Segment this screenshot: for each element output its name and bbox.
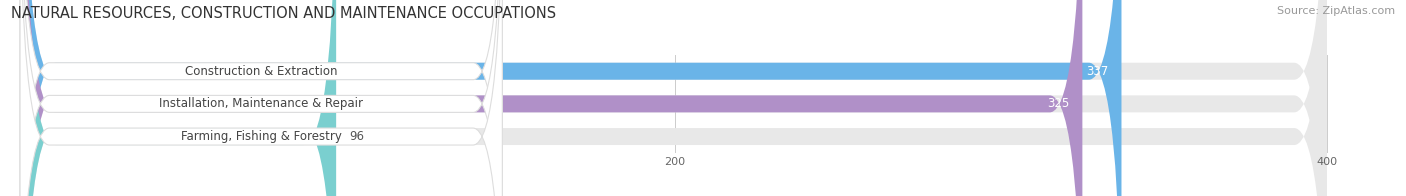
FancyBboxPatch shape	[20, 0, 502, 196]
Text: Source: ZipAtlas.com: Source: ZipAtlas.com	[1277, 6, 1395, 16]
Text: Farming, Fishing & Forestry: Farming, Fishing & Forestry	[181, 130, 342, 143]
Text: 325: 325	[1047, 97, 1070, 110]
FancyBboxPatch shape	[24, 0, 1327, 196]
FancyBboxPatch shape	[24, 0, 1122, 196]
Text: NATURAL RESOURCES, CONSTRUCTION AND MAINTENANCE OCCUPATIONS: NATURAL RESOURCES, CONSTRUCTION AND MAIN…	[11, 6, 557, 21]
Text: Construction & Extraction: Construction & Extraction	[186, 65, 337, 78]
Text: Installation, Maintenance & Repair: Installation, Maintenance & Repair	[159, 97, 363, 110]
FancyBboxPatch shape	[20, 0, 502, 196]
FancyBboxPatch shape	[24, 0, 336, 196]
FancyBboxPatch shape	[20, 0, 502, 196]
Text: 337: 337	[1087, 65, 1108, 78]
Text: 96: 96	[349, 130, 364, 143]
FancyBboxPatch shape	[24, 0, 1083, 196]
FancyBboxPatch shape	[24, 0, 1327, 196]
FancyBboxPatch shape	[24, 0, 1327, 196]
